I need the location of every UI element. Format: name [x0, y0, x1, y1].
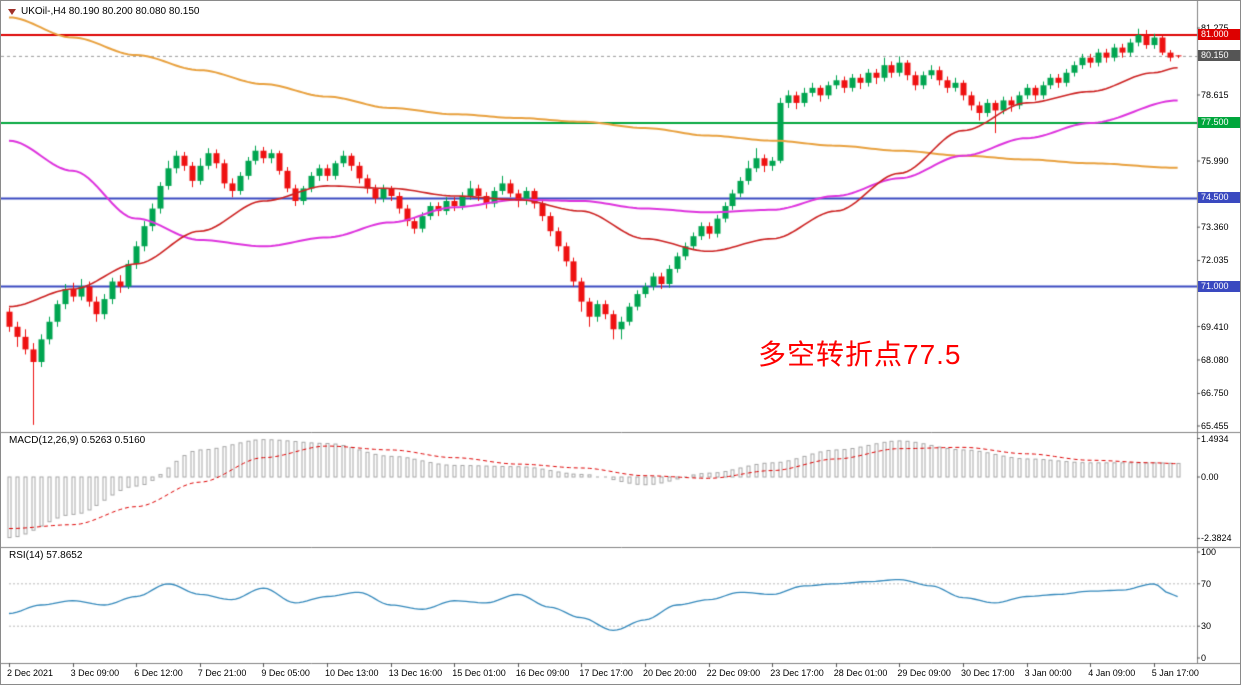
- time-tick-label: 17 Dec 17:00: [579, 668, 633, 678]
- rsi-tick-label: 70: [1201, 578, 1212, 589]
- collapse-triangle-icon: [8, 8, 16, 15]
- hline-price-badge: 81.000: [1198, 29, 1240, 40]
- price-tick-label: 78.615: [1201, 89, 1229, 100]
- rsi-tick-label: 0: [1201, 653, 1207, 663]
- rsi-tick-label: 100: [1201, 547, 1217, 557]
- time-tick-label: 9 Dec 05:00: [261, 668, 310, 678]
- macd-tick-label: 0.00: [1201, 472, 1219, 482]
- chart-annotation-text: 多空转折点77.5: [758, 339, 962, 370]
- hline-price-badge: 74.500: [1198, 192, 1240, 204]
- price-tick-label: 69.410: [1201, 321, 1229, 332]
- hline-price-badge: 77.500: [1198, 117, 1240, 129]
- price-tick-label: 66.750: [1201, 388, 1229, 399]
- symbol-ohlc-header: UKOil-,H4 80.190 80.200 80.080 80.150: [8, 6, 199, 17]
- price-tick-label: 68.080: [1201, 354, 1229, 365]
- time-tick-label: 30 Dec 17:00: [961, 668, 1015, 678]
- time-tick-label: 3 Jan 00:00: [1024, 668, 1072, 678]
- price-tick-label: 75.990: [1201, 156, 1229, 167]
- time-tick-label: 20 Dec 20:00: [643, 668, 697, 678]
- macd-tick-label: -2.3824: [1201, 533, 1232, 544]
- time-tick-label: 7 Dec 21:00: [197, 668, 247, 678]
- time-tick-label: 2 Dec 2021: [7, 668, 54, 678]
- time-tick-label: 29 Dec 09:00: [897, 668, 951, 678]
- time-tick-label: 15 Dec 01:00: [452, 668, 506, 678]
- macd-indicator-label: MACD(12,26,9) 0.5263 0.5160: [9, 435, 146, 446]
- time-tick-label: 16 Dec 09:00: [515, 668, 570, 678]
- hline-price-badge: 71.000: [1198, 280, 1240, 292]
- time-tick-label: 6 Dec 12:00: [134, 668, 183, 678]
- macd-tick-label: 1.4934: [1201, 433, 1229, 444]
- time-tick-label: 10 Dec 13:00: [325, 668, 379, 678]
- time-tick-label: 5 Jan 17:00: [1151, 668, 1199, 678]
- time-tick-label: 3 Dec 09:00: [70, 668, 120, 678]
- symbol-ohlc-text: UKOil-,H4 80.190 80.200 80.080 80.150: [21, 6, 200, 17]
- price-tick-label: 81.275: [1201, 23, 1229, 33]
- time-tick-label: 4 Jan 09:00: [1088, 668, 1136, 678]
- price-tick-label: 65.455: [1201, 421, 1229, 431]
- time-tick-label: 13 Dec 16:00: [388, 668, 443, 678]
- current-price-badge: 80.150: [1198, 50, 1240, 62]
- price-tick-label: 73.360: [1201, 222, 1229, 233]
- rsi-indicator-label: RSI(14) 57.8652: [9, 550, 83, 561]
- rsi-tick-label: 30: [1201, 621, 1212, 632]
- time-tick-label: 23 Dec 17:00: [770, 668, 824, 678]
- time-tick-label: 22 Dec 09:00: [706, 668, 761, 678]
- price-tick-label: 72.035: [1201, 255, 1229, 266]
- time-tick-label: 28 Dec 01:00: [833, 668, 888, 678]
